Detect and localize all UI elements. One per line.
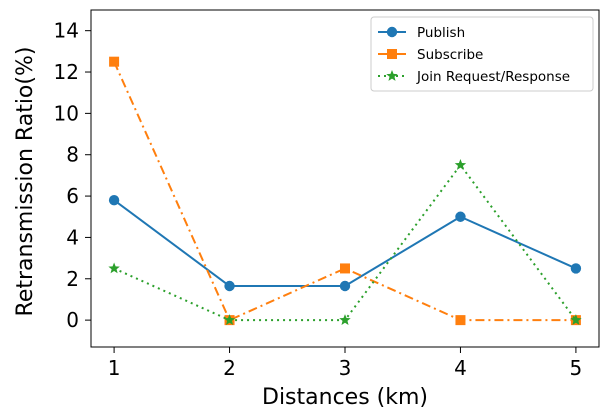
data-point-publish <box>339 280 351 292</box>
x-tick-label: 1 <box>108 356 121 380</box>
plot-area <box>108 56 582 326</box>
data-point-join-request-response <box>108 262 120 274</box>
data-point-publish <box>108 195 120 206</box>
x-tick-label: 5 <box>570 356 583 380</box>
legend-label-publish: Publish <box>417 25 465 41</box>
x-tick-label: 2 <box>223 356 236 380</box>
y-axis-label: Retransmission Ratio(%) <box>13 47 38 317</box>
legend-item-join-request-response: Join Request/Response <box>378 69 570 85</box>
legend-marker-publish <box>386 26 398 38</box>
y-tick-label: 0 <box>66 308 79 332</box>
y-axis: 0 2 4 6 8 10 12 14 <box>54 19 91 332</box>
y-tick-label: 10 <box>54 101 79 125</box>
legend-box <box>370 16 594 92</box>
y-tick-label: 4 <box>66 225 79 249</box>
y-tick-label: 6 <box>66 184 79 208</box>
data-point-subscribe <box>340 263 350 274</box>
data-point-join-request-response <box>339 314 351 325</box>
legend-item-publish: Publish <box>378 25 465 41</box>
data-point-subscribe <box>455 315 466 326</box>
legend-marker-join-request-response <box>386 70 398 81</box>
data-point-publish <box>224 280 235 292</box>
data-point-publish <box>570 263 582 274</box>
data-point-publish <box>455 211 466 222</box>
y-tick-label: 8 <box>66 143 79 167</box>
x-tick-label: 3 <box>339 356 352 380</box>
y-tick-label: 14 <box>54 19 79 43</box>
series-line-subscribe <box>113 61 576 322</box>
data-point-join-request-response <box>454 159 467 170</box>
x-tick-label: 4 <box>454 356 467 380</box>
data-point-join-request-response <box>223 314 236 325</box>
legend-label-join-request-response: Join Request/Response <box>416 69 570 85</box>
legend-marker-subscribe <box>387 49 397 59</box>
legend-label-subscribe: Subscribe <box>417 47 483 63</box>
x-axis: 1 2 3 4 5 <box>108 347 583 380</box>
legend-item-subscribe: Subscribe <box>378 47 483 63</box>
data-point-join-request-response <box>570 314 582 325</box>
y-tick-label: 2 <box>66 267 79 291</box>
legend: Publish Subscribe Join Request/Response <box>370 16 594 92</box>
y-tick-label: 12 <box>54 60 79 84</box>
data-point-subscribe <box>109 56 120 67</box>
series-publish <box>108 195 582 292</box>
series-join-request-response <box>108 159 582 325</box>
x-axis-label: Distances (km) <box>262 385 428 410</box>
